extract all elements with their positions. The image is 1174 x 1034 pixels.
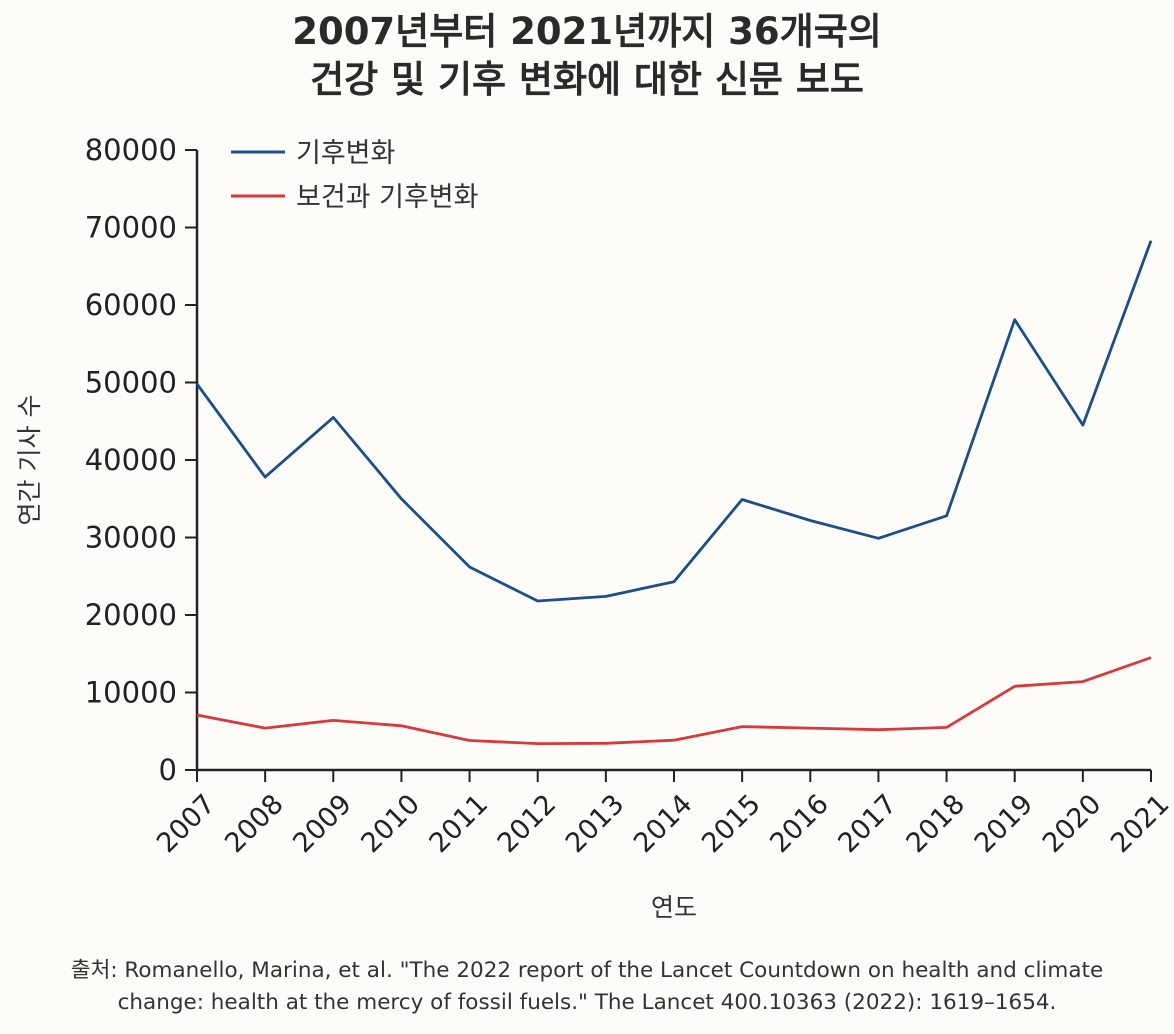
x-tick-label: 2020 bbox=[1037, 789, 1108, 860]
y-tick-label: 40000 bbox=[85, 443, 177, 477]
chart-title-line-2: 건강 및 기후 변화에 대한 신문 보도 bbox=[310, 58, 864, 101]
source-line-2: change: health at the mercy of fossil fu… bbox=[117, 990, 1057, 1015]
legend-label-1: 보건과 기후변화 bbox=[296, 182, 478, 213]
x-tick-label: 2012 bbox=[492, 789, 563, 860]
x-tick-label: 2015 bbox=[696, 789, 767, 860]
chart-title-line-1: 2007년부터 2021년까지 36개국의 bbox=[292, 10, 882, 53]
legend-label-0: 기후변화 bbox=[296, 138, 395, 169]
x-axis: 2007200820092010201120122013201420152016… bbox=[151, 768, 1174, 860]
x-tick-label: 2018 bbox=[901, 789, 972, 860]
x-axis-title: 연도 bbox=[651, 893, 697, 922]
y-tick-label: 70000 bbox=[85, 211, 177, 245]
x-tick-label: 2009 bbox=[287, 789, 358, 860]
y-tick-label: 30000 bbox=[85, 521, 177, 555]
source-citation: 출처: Romanello, Marina, et al. "The 2022 … bbox=[0, 955, 1174, 1019]
y-tick-label: 60000 bbox=[85, 288, 177, 322]
y-tick-label: 50000 bbox=[85, 366, 177, 400]
x-tick-label: 2014 bbox=[628, 789, 699, 860]
x-tick-label: 2021 bbox=[1105, 789, 1174, 860]
x-tick-label: 2016 bbox=[764, 789, 835, 860]
x-tick-label: 2010 bbox=[355, 789, 426, 860]
x-tick-label: 2019 bbox=[969, 789, 1040, 860]
series-line-climate-change bbox=[195, 240, 1153, 603]
series-layer bbox=[195, 240, 1153, 745]
y-tick-label: 20000 bbox=[85, 598, 177, 632]
chart-title: 2007년부터 2021년까지 36개국의 건강 및 기후 변화에 대한 신문 … bbox=[0, 8, 1174, 104]
x-tick-label: 2007 bbox=[151, 789, 222, 860]
x-tick-label: 2008 bbox=[219, 789, 290, 860]
line-chart: 0 10000 20000 30000 40000 50000 60000 70000 8000… bbox=[15, 133, 1174, 922]
x-tick-label: 2011 bbox=[424, 789, 495, 860]
x-tick-label: 2013 bbox=[560, 789, 631, 860]
series-line-health-climate-change bbox=[196, 656, 1152, 745]
y-tick-label: 10000 bbox=[85, 676, 177, 710]
y-axis-title: 연간 기사 수 bbox=[15, 395, 44, 526]
source-line-1: 출처: Romanello, Marina, et al. "The 2022 … bbox=[70, 958, 1104, 983]
y-tick-label: 80000 bbox=[85, 133, 177, 167]
x-tick-label: 2017 bbox=[832, 789, 903, 860]
y-axis: 0 10000 20000 30000 40000 50000 60000 70000 8000… bbox=[85, 133, 199, 787]
y-tick-label: 0 bbox=[159, 753, 177, 787]
